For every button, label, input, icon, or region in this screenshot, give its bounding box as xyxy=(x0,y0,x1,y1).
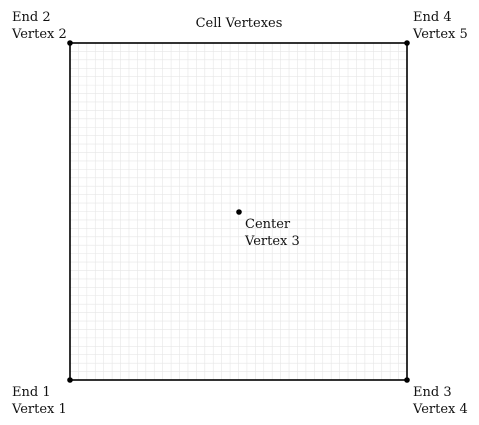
center-end-label: Center xyxy=(245,217,291,232)
center-vertex-label: Vertex 3 xyxy=(244,234,300,249)
end-2-point xyxy=(67,40,73,46)
diagram-title: Cell Vertexes xyxy=(196,16,283,31)
end-3-end-label: End 3 xyxy=(413,385,452,400)
end-4-end-label: End 4 xyxy=(413,10,452,25)
end-2-vertex-label: Vertex 2 xyxy=(11,27,67,42)
end-3-vertex-label: Vertex 4 xyxy=(412,402,468,417)
end-1-vertex-label: Vertex 1 xyxy=(11,402,67,417)
end-1-end-label: End 1 xyxy=(12,385,51,400)
end-1-point xyxy=(67,377,73,383)
background-grid xyxy=(70,43,407,380)
end-2-end-label: End 2 xyxy=(12,10,51,25)
end-4-vertex-label: Vertex 5 xyxy=(412,27,468,42)
end-3-point xyxy=(404,377,410,383)
vertex-markers: End 1 Vertex 1 End 2 Vertex 2 Center Vertex 3… xyxy=(11,10,468,417)
end-4-point xyxy=(404,40,410,46)
cell-border xyxy=(69,42,408,381)
center-point xyxy=(236,209,242,215)
